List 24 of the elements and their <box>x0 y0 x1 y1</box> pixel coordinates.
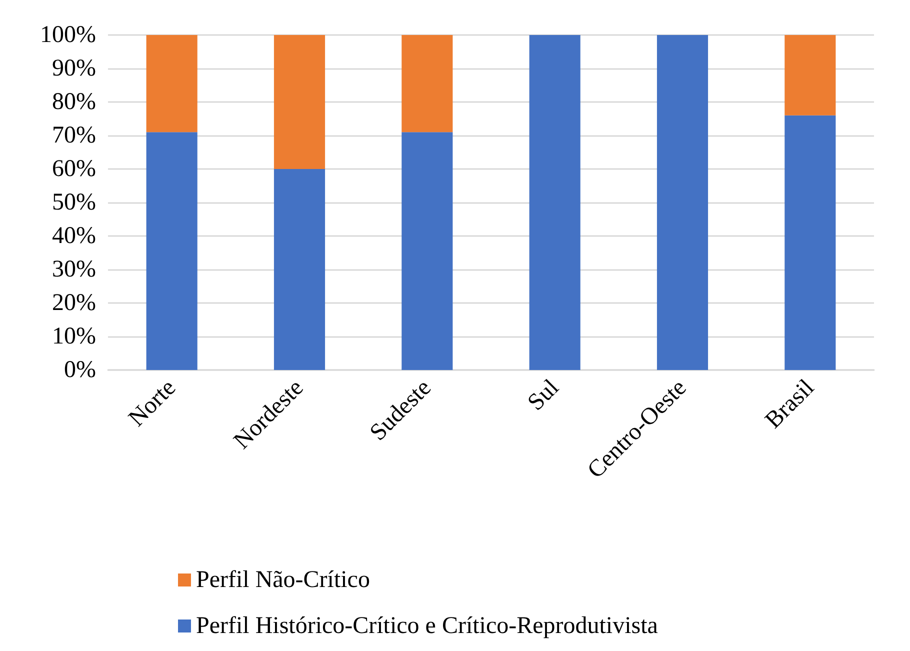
bar <box>146 132 198 370</box>
bar <box>146 35 198 132</box>
bar <box>529 35 580 370</box>
bar <box>402 132 453 370</box>
bar <box>274 35 326 169</box>
y-tick-label: 60% <box>52 156 96 182</box>
y-tick-label: 100% <box>40 22 96 48</box>
bar <box>784 115 836 370</box>
legend-label: Perfil Histórico-Crítico e Crítico-Reprodutivista <box>196 613 658 639</box>
bar <box>656 35 708 370</box>
legend-label: Perfil Não-Crítico <box>196 567 370 593</box>
y-tick-label: 90% <box>52 56 96 82</box>
y-tick-label: 40% <box>52 223 96 249</box>
y-tick-label: 80% <box>52 89 96 115</box>
y-tick-label: 10% <box>52 324 96 350</box>
bar <box>402 35 453 132</box>
y-tick-label: 0% <box>64 357 96 383</box>
y-tick-label: 30% <box>52 256 96 282</box>
bar <box>784 35 836 116</box>
y-tick-label: 50% <box>52 190 96 216</box>
x-tick-label: Sul <box>523 374 564 416</box>
bar <box>274 169 326 370</box>
y-tick-label: 70% <box>52 122 96 148</box>
y-tick-label: 20% <box>52 290 96 316</box>
